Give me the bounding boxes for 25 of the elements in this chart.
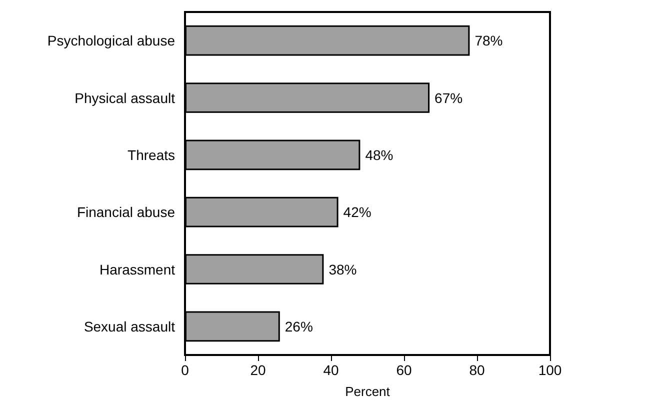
bar xyxy=(185,311,280,342)
y-tick-label: Financial abuse xyxy=(76,204,176,220)
x-tick-label: 0 xyxy=(181,362,190,378)
data-label: 78% xyxy=(474,32,503,49)
bar xyxy=(185,196,338,228)
x-tick-label: 100 xyxy=(538,362,562,378)
data-label: 42% xyxy=(343,204,372,220)
y-tick-label: Sexual assault xyxy=(84,318,176,334)
x-tick-label: 40 xyxy=(323,362,339,378)
bar xyxy=(185,25,470,56)
data-label: 48% xyxy=(365,146,394,163)
data-label: 38% xyxy=(328,261,357,278)
y-tick-label: Harassment xyxy=(100,261,176,278)
bar xyxy=(185,140,360,170)
y-tick-label: Psychological abuse xyxy=(47,32,176,49)
bar xyxy=(185,254,324,284)
x-tick-label: 60 xyxy=(396,362,412,378)
data-label: 67% xyxy=(434,90,463,106)
x-tick-label: 80 xyxy=(469,362,485,378)
x-axis-title: Percent xyxy=(345,384,390,399)
bar xyxy=(185,82,430,113)
y-tick-label: Threats xyxy=(128,146,175,163)
y-tick-label: Physical assault xyxy=(74,90,176,106)
data-label: 26% xyxy=(284,318,313,334)
x-tick-label: 20 xyxy=(250,362,266,378)
